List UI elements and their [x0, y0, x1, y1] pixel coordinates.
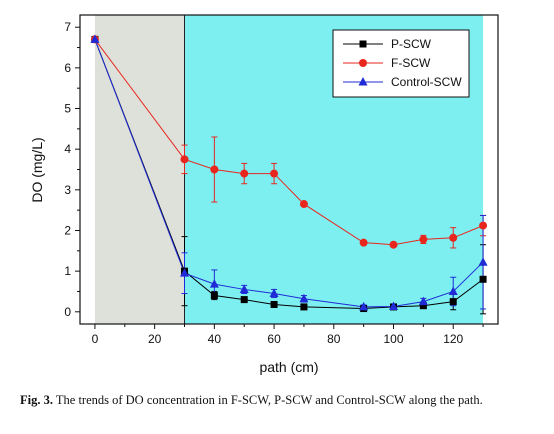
figure-caption: Fig. 3. The trends of DO concentration i…	[20, 393, 550, 408]
series-markers	[90, 34, 488, 313]
y-tick-label-0: 0	[64, 305, 71, 319]
do-trend-chart: 0 20 40 60 80 100 120 0 1 2 3 4 5 6 7 path (cm) DO (mg…	[29, 14, 499, 375]
f-scw-point-7	[389, 240, 398, 249]
p-scw-point-2	[210, 292, 218, 300]
control-scw-point-10	[478, 257, 488, 266]
axes: 0 20 40 60 80 100 120 0 1 2 3 4 5 6 7	[64, 14, 499, 346]
x-tick-label-20: 20	[148, 332, 162, 346]
y-tick-label-4: 4	[64, 142, 71, 156]
legend-control-scw-label: Control-SCW	[391, 75, 462, 89]
control-scw-point-2	[209, 279, 219, 288]
legend-control-scw-marker	[358, 77, 368, 86]
f-scw-point-5	[299, 200, 308, 209]
x-tick-label-80: 80	[327, 332, 341, 346]
x-tick-label-120: 120	[443, 332, 463, 346]
legend: P-SCW F-SCW Control-SCW	[332, 29, 470, 98]
x-axis-label: path (cm)	[259, 359, 318, 375]
control-scw-point-1	[180, 268, 189, 277]
control-scw-point-9	[448, 286, 458, 295]
y-tick-label-1: 1	[64, 264, 71, 278]
y-tick-label-6: 6	[64, 61, 71, 75]
x-tick-label-40: 40	[208, 332, 222, 346]
f-scw-point-8	[419, 235, 428, 244]
control-scw-point-5	[299, 293, 309, 303]
y-tick-label-2: 2	[64, 223, 71, 237]
figure-caption-text: The trends of DO concentration in F-SCW,…	[55, 393, 483, 407]
x-tick-label-0: 0	[92, 332, 99, 346]
figure-caption-label: Fig. 3.	[20, 393, 53, 407]
control-scw-point-8	[418, 296, 428, 306]
p-scw-point-9	[449, 298, 457, 306]
y-tick-label-5: 5	[64, 102, 71, 116]
p-scw-point-5	[300, 303, 308, 311]
p-scw-point-8	[419, 302, 427, 310]
f-scw-point-6	[359, 238, 368, 247]
x-tick-label-100: 100	[383, 332, 403, 346]
region-0	[94, 15, 185, 324]
y-tick-label-3: 3	[64, 183, 71, 197]
f-scw-point-9	[449, 233, 458, 242]
control-scw-point-6	[359, 301, 369, 311]
legend-f-scw-label: F-SCW	[391, 56, 431, 70]
legend-f-scw-marker	[359, 59, 367, 67]
f-scw-point-3	[240, 169, 249, 178]
control-scw-point-4	[269, 288, 279, 298]
legend-p-scw-label: P-SCW	[391, 37, 432, 51]
control-scw-point-0	[90, 34, 100, 43]
p-scw-point-3	[240, 296, 248, 304]
y-axis-label: DO (mg/L)	[29, 137, 45, 202]
control-scw-point-7	[389, 301, 398, 311]
f-scw-point-1	[180, 155, 189, 164]
f-scw-point-10	[479, 221, 488, 230]
legend-p-scw-marker	[359, 40, 367, 48]
x-tick-label-60: 60	[267, 332, 281, 346]
f-scw-point-2	[210, 165, 219, 174]
control-scw-point-3	[239, 284, 249, 293]
p-scw-point-4	[270, 300, 278, 308]
f-scw-point-4	[270, 169, 279, 178]
p-scw-point-10	[479, 275, 487, 283]
y-tick-label-7: 7	[64, 20, 71, 34]
